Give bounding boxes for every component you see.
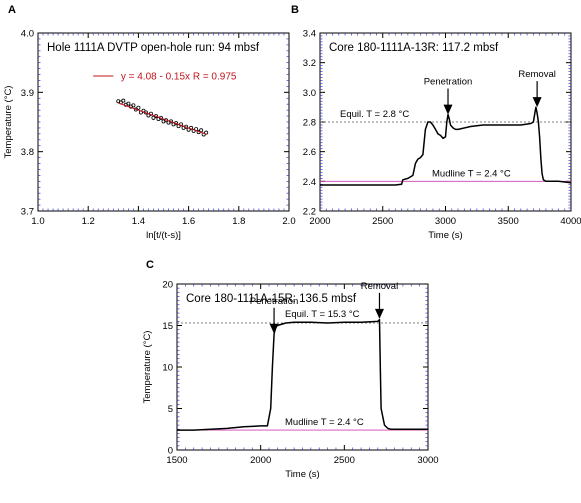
y-tick-label: 0 xyxy=(168,446,173,457)
y-tick-label: 2.6 xyxy=(303,147,316,158)
y-tick-label: 4.0 xyxy=(21,29,34,40)
arrow-label-1: Removal xyxy=(518,69,556,80)
panel-b: B 2000 2500 3000 3500 4000 2.2 2.4 2.6 2.8 3.0 3.2 3… xyxy=(291,4,581,241)
data-point-8 xyxy=(136,105,141,110)
y-axis-label: Temperature (°C) xyxy=(3,86,14,159)
arrow-head-0 xyxy=(443,104,453,115)
equilibrium-label: Equil. T = 15.3 °C xyxy=(285,309,360,320)
x-tick-label: 3000 xyxy=(417,455,438,466)
y-tick-label: 3.9 xyxy=(21,88,34,99)
data-point-35 xyxy=(204,130,209,135)
x-tick-label: 1.4 xyxy=(132,216,145,227)
fit-line xyxy=(118,102,207,135)
data-point-6 xyxy=(131,103,136,108)
arrow-head-1 xyxy=(532,97,542,108)
data-point-2 xyxy=(121,98,126,103)
panel-letter: A xyxy=(8,4,16,16)
chart-title: Core 180-1111A-15R: 136.5 mbsf xyxy=(186,293,357,305)
arrow-label-0: Penetration xyxy=(424,77,473,88)
x-axis-label: ln[t/(t-s)] xyxy=(146,230,181,241)
x-tick-label: 1.2 xyxy=(82,216,95,227)
y-tick-label: 3.2 xyxy=(303,58,316,69)
x-tick-label: 1.6 xyxy=(182,216,195,227)
x-tick-label: 2000 xyxy=(250,455,271,466)
panel-letter: B xyxy=(291,4,299,16)
x-tick-label: 1.8 xyxy=(232,216,245,227)
y-tick-label: 2.4 xyxy=(303,177,316,188)
y-tick-label: 10 xyxy=(162,363,173,374)
y-tick-label: 15 xyxy=(162,321,173,332)
x-axis-label: Time (s) xyxy=(285,469,319,480)
x-tick-label: 1.0 xyxy=(31,216,44,227)
y-tick-label: 3.4 xyxy=(303,29,316,40)
x-axis-label: Time (s) xyxy=(428,230,462,241)
temperature-series-0 xyxy=(320,106,572,186)
arrow-label-0: Penetration xyxy=(250,296,299,307)
y-axis-label: Temperature (°C) xyxy=(142,331,153,404)
y-tick-label: 2.8 xyxy=(303,118,316,129)
chart-title: Hole 1111A DVTP open-hole run: 94 mbsf xyxy=(47,42,260,54)
arrow-label-1: Removal xyxy=(361,281,399,292)
equilibrium-label: Equil. T = 2.8 °C xyxy=(340,109,409,120)
y-tick-label: 3.0 xyxy=(303,88,316,99)
y-tick-label: 3.7 xyxy=(21,207,34,218)
y-tick-label: 5 xyxy=(168,404,173,415)
x-tick-label: 2.0 xyxy=(282,216,295,227)
mudline-label: Mudline T = 2.4 °C xyxy=(432,168,511,179)
mudline-label: Mudline T = 2.4 °C xyxy=(285,417,364,428)
panel-letter: C xyxy=(146,259,154,271)
y-tick-label: 20 xyxy=(162,280,173,291)
x-tick-label: 2500 xyxy=(372,216,393,227)
x-tick-label: 2000 xyxy=(309,216,330,227)
panel-c: C 1500 2000 2500 3000 0 5 10 15 20 Time (s) Tempera… xyxy=(142,259,439,480)
y-tick-label: 3.8 xyxy=(21,147,34,158)
x-tick-label: 2500 xyxy=(334,455,355,466)
x-tick-label: 3000 xyxy=(435,216,456,227)
arrow-head-0 xyxy=(269,323,279,334)
y-tick-label: 2.2 xyxy=(303,207,316,218)
x-tick-label: 1500 xyxy=(166,455,187,466)
temperature-series-0 xyxy=(177,318,428,431)
data-point-4 xyxy=(126,101,131,106)
x-tick-label: 3500 xyxy=(498,216,519,227)
arrow-head-1 xyxy=(374,308,384,319)
legend-equation: y = 4.08 - 0.15x R = 0.975 xyxy=(121,72,237,83)
panel-a: A 1.0 1.2 1.4 1.6 1.8 2.0 3.7 3.8 3.9 4.0 ln[t/(t-s… xyxy=(3,4,296,241)
chart-title: Core 180-1111A-13R: 117.2 mbsf xyxy=(329,42,499,54)
x-tick-label: 4000 xyxy=(560,216,581,227)
